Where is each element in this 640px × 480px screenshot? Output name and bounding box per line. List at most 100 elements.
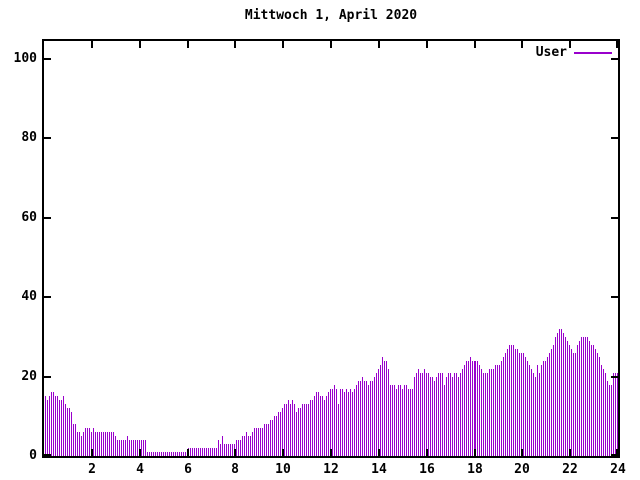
impulse-bar bbox=[75, 424, 76, 456]
impulse-bar bbox=[284, 404, 285, 456]
impulse-bar bbox=[264, 424, 265, 456]
impulse-bar bbox=[212, 448, 213, 456]
impulse-bar bbox=[57, 396, 58, 456]
impulse-bar bbox=[537, 365, 538, 456]
y-tick-left bbox=[44, 137, 51, 139]
impulse-bar bbox=[278, 412, 279, 456]
impulse-bar bbox=[147, 452, 148, 456]
impulse-bar bbox=[157, 452, 158, 456]
impulse-bar bbox=[422, 373, 423, 456]
impulse-bar bbox=[541, 365, 542, 456]
impulse-bar bbox=[169, 452, 170, 456]
impulse-bar bbox=[192, 448, 193, 456]
impulse-bar bbox=[559, 329, 560, 456]
impulse-bar bbox=[262, 428, 263, 456]
impulse-bar bbox=[493, 369, 494, 456]
impulse-bar bbox=[183, 452, 184, 456]
impulse-bar bbox=[45, 396, 46, 456]
impulse-bar bbox=[208, 448, 209, 456]
impulse-bar bbox=[290, 404, 291, 456]
x-tick-label: 14 bbox=[371, 462, 387, 477]
impulse-bar bbox=[483, 373, 484, 456]
impulse-bar bbox=[352, 392, 353, 456]
impulse-bar bbox=[384, 361, 385, 456]
x-tick-label: 10 bbox=[275, 462, 291, 477]
impulse-bar bbox=[167, 452, 168, 456]
impulse-bar bbox=[246, 432, 247, 456]
impulse-bar bbox=[330, 389, 331, 456]
x-tick-bottom bbox=[187, 449, 189, 456]
impulse-bar bbox=[302, 404, 303, 456]
impulse-bar bbox=[127, 436, 128, 456]
impulse-bar bbox=[304, 404, 305, 456]
impulse-bar bbox=[376, 373, 377, 456]
impulse-bar bbox=[77, 432, 78, 456]
impulse-bar bbox=[314, 396, 315, 456]
impulse-bar bbox=[567, 341, 568, 456]
impulse-bar bbox=[410, 389, 411, 456]
impulse-bar bbox=[432, 377, 433, 456]
impulse-bar bbox=[232, 444, 233, 456]
impulse-bar bbox=[394, 385, 395, 456]
impulse-bar bbox=[87, 428, 88, 456]
x-tick-bottom bbox=[234, 449, 236, 456]
impulse-bar bbox=[131, 440, 132, 456]
impulse-bar bbox=[513, 345, 514, 456]
impulse-bar bbox=[159, 452, 160, 456]
x-tick-bottom bbox=[282, 449, 284, 456]
impulse-bar bbox=[454, 373, 455, 456]
impulse-bar bbox=[398, 385, 399, 456]
impulse-bar bbox=[380, 365, 381, 456]
impulse-bar bbox=[151, 452, 152, 456]
impulse-bar bbox=[378, 369, 379, 456]
impulse-bar bbox=[93, 428, 94, 456]
impulse-bar bbox=[117, 440, 118, 456]
impulse-bar bbox=[533, 373, 534, 456]
impulse-bar bbox=[599, 357, 600, 456]
impulse-bar bbox=[65, 404, 66, 456]
ticks-layer bbox=[44, 41, 618, 456]
impulse-bar bbox=[609, 385, 610, 456]
x-tick-bottom bbox=[569, 449, 571, 456]
impulse-bar bbox=[226, 444, 227, 456]
impulse-bar bbox=[270, 420, 271, 456]
impulse-bar bbox=[581, 337, 582, 456]
impulse-bar bbox=[597, 353, 598, 456]
impulse-bar bbox=[368, 385, 369, 456]
impulse-bar bbox=[49, 396, 50, 456]
impulse-bar bbox=[573, 353, 574, 456]
impulse-bar bbox=[366, 381, 367, 456]
impulse-bar bbox=[252, 432, 253, 456]
impulse-bar bbox=[179, 452, 180, 456]
impulse-bar bbox=[515, 349, 516, 456]
impulse-bar bbox=[448, 373, 449, 456]
impulse-bar bbox=[400, 385, 401, 456]
impulse-bar bbox=[503, 357, 504, 456]
impulse-bar bbox=[374, 377, 375, 456]
impulse-bar bbox=[434, 381, 435, 456]
impulse-bar bbox=[89, 428, 90, 456]
impulse-bar bbox=[595, 349, 596, 456]
impulse-bar bbox=[390, 385, 391, 456]
impulse-bar bbox=[230, 444, 231, 456]
impulse-bar bbox=[210, 448, 211, 456]
impulse-bar bbox=[198, 448, 199, 456]
impulse-bar bbox=[236, 440, 237, 456]
impulse-bar bbox=[561, 329, 562, 456]
impulse-bar bbox=[322, 396, 323, 456]
impulse-bar bbox=[569, 345, 570, 456]
impulse-bar bbox=[53, 392, 54, 456]
impulse-bar bbox=[539, 373, 540, 456]
impulse-bar bbox=[272, 420, 273, 456]
impulse-bar bbox=[79, 432, 80, 456]
impulse-bar bbox=[202, 448, 203, 456]
y-tick-label: 40 bbox=[21, 289, 37, 304]
impulse-bar bbox=[477, 361, 478, 456]
impulse-bar bbox=[472, 361, 473, 456]
impulse-bar bbox=[137, 440, 138, 456]
impulse-bar bbox=[551, 349, 552, 456]
impulse-bar bbox=[115, 436, 116, 456]
impulse-bar bbox=[334, 385, 335, 456]
impulse-bar bbox=[91, 432, 92, 456]
